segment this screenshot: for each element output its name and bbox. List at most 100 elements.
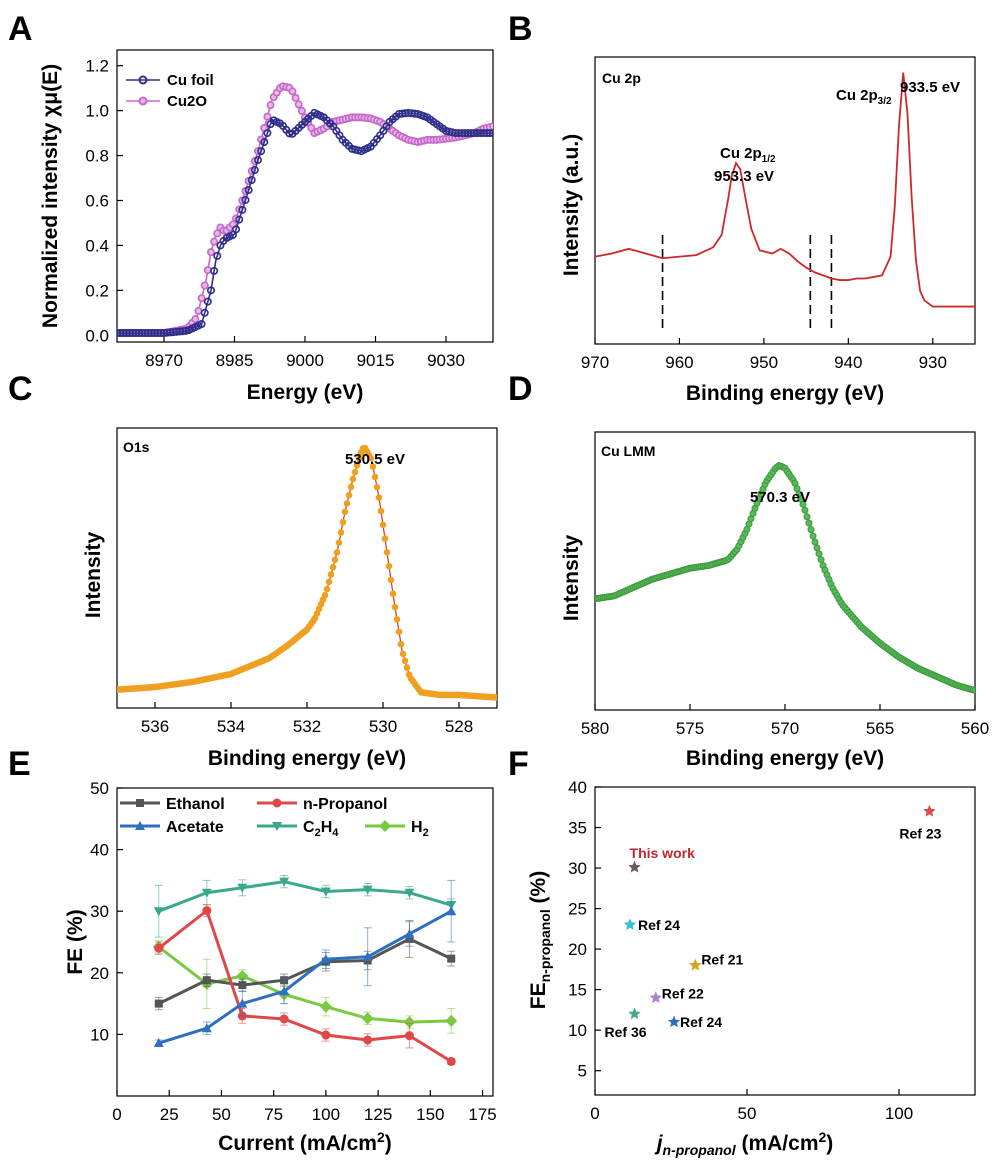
panel-e-point-acetate — [362, 951, 373, 961]
panel-a-data-point — [291, 93, 300, 102]
panel-a-data-point — [294, 100, 303, 109]
panel-a-data-point — [213, 251, 222, 260]
panel-a-xtick-label: 9030 — [427, 351, 465, 370]
panel-d-xtick-label: 560 — [961, 719, 989, 738]
panel-a-data-point — [207, 286, 216, 295]
panel-f-xtick-label: 0 — [590, 1104, 599, 1123]
panel-c-data-point — [377, 507, 385, 515]
panel-b-inset-label: Cu 2p — [602, 70, 641, 86]
panel-c-inset-label: O1s — [123, 439, 150, 455]
panel-f-point-label-ref-36: Ref 36 — [605, 1024, 647, 1040]
panel-c-frame — [116, 427, 498, 709]
panel-a-ytick-label: 0.8 — [85, 147, 109, 166]
panel-f-ytick-label: 5 — [578, 1062, 587, 1081]
panel-a-data-point — [297, 106, 306, 115]
panel-f-point-ref-22 — [649, 991, 662, 1003]
panel-a-data-point — [232, 225, 241, 234]
legend-ethanol-label: Ethanol — [166, 796, 225, 813]
panel-c-xtick-label: 536 — [141, 717, 169, 736]
legend-cu-foil-label: Cu foil — [167, 72, 214, 89]
panel-b-annotation-2p12-label: Cu 2p1/2 — [720, 145, 776, 165]
panel-e-ytick-label: 40 — [90, 841, 109, 860]
panel-e-point-c2h4 — [237, 883, 248, 893]
panel-e-series-h2-line — [157, 945, 452, 1024]
panel-a-data-point — [197, 294, 206, 303]
legend-npropanol-marker — [272, 798, 282, 808]
panel-e-point-h2 — [361, 1012, 374, 1025]
panel-e-point-n-propanol — [404, 1031, 414, 1041]
legend-cu2o-marker — [138, 96, 148, 106]
panel-e-frame — [116, 787, 494, 1097]
panel-e-xtick-label: 25 — [160, 1105, 179, 1124]
panel-a-xtick-label: 9015 — [357, 351, 395, 370]
panel-e-xtick-label: 175 — [468, 1105, 496, 1124]
panel-e-xlabel: Current (mA/cm2) — [218, 1129, 392, 1155]
panel-e-point-acetate — [201, 1023, 212, 1033]
panel-a-data-point — [254, 156, 263, 165]
panel-a-ytick-label: 1.2 — [85, 57, 109, 76]
panel-e-point-c2h4 — [153, 907, 164, 917]
panel-c-data-point — [325, 578, 333, 586]
panel-e-point-n-propanol — [154, 943, 164, 953]
panel-a-data-point — [250, 166, 259, 175]
panel-a-ytick-label: 0.2 — [85, 281, 109, 300]
panel-f-point-label-this-work: This work — [630, 845, 696, 861]
panel-c-data-point — [367, 455, 375, 462]
panel-letter-b: B — [508, 10, 533, 48]
panel-d-ylabel: Intensity — [560, 535, 583, 622]
panel-c-data-point — [391, 603, 399, 611]
panel-d-data-point — [809, 532, 817, 540]
panel-b-ylabel: Intensity (a.u.) — [560, 134, 583, 276]
panel-c-data-point — [493, 694, 497, 701]
panel-c-ylabel: Intensity — [82, 532, 105, 619]
panel-c-data-point — [351, 468, 359, 476]
panel-f-xtick-label: 100 — [885, 1104, 913, 1123]
panel-e-series-c2h4-line — [158, 880, 452, 913]
panel-a-data-point — [213, 229, 222, 238]
panel-e-point-ethanol — [202, 976, 211, 985]
panel-e-chart: 0 25 50 75 100 125 150 175 10 20 30 40 50 Ethanol n-… — [64, 779, 497, 1155]
panel-a-ytick-label: 0.6 — [85, 191, 109, 210]
panel-e-point-acetate — [446, 906, 457, 916]
panel-e-point-n-propanol — [202, 906, 212, 916]
panel-c-data-point — [323, 585, 331, 593]
legend-ethanol-marker — [136, 799, 144, 807]
panel-b-xtick-label: 930 — [919, 353, 947, 372]
panel-e-xtick-label: 50 — [212, 1105, 231, 1124]
panel-f-chart: 0 50 100 5 10 15 20 25 30 35 40 Ref 23 This work Ref… — [527, 778, 976, 1158]
panel-e-point-h2 — [445, 1014, 458, 1027]
legend-cu2o-label: Cu2O — [167, 93, 207, 110]
panel-c-chart: 536 534 532 530 528 O1s 530.5 eV Binding ene… — [82, 427, 498, 770]
panel-e-point-c2h4 — [279, 877, 290, 887]
panel-c-data-point — [327, 571, 335, 578]
panel-e-point-ethanol — [447, 954, 456, 963]
panel-c-data-point — [343, 500, 351, 507]
panel-c-peak-label: 530.5 eV — [345, 451, 405, 468]
panel-f-ytick-label: 15 — [568, 981, 587, 1000]
panel-c-data-point — [387, 576, 395, 584]
panel-e-xtick-label: 100 — [312, 1105, 340, 1124]
panel-f-point-label-ref-23: Ref 23 — [899, 825, 941, 841]
panel-c-data-point — [403, 664, 411, 671]
panel-e-point-n-propanol — [279, 1014, 289, 1024]
panel-f-point-ref-24 — [623, 918, 637, 930]
panel-b-frame — [594, 56, 976, 345]
panel-e-point-acetate — [404, 928, 415, 938]
panel-f-point-label-ref-22: Ref 22 — [662, 986, 704, 1002]
panel-c-data-point — [369, 463, 377, 470]
panel-c-data-point — [381, 535, 389, 542]
panel-d-chart: 580 575 570 565 560 Cu LMM 570.3 eV Binding … — [560, 431, 989, 770]
panel-c-data-point — [399, 650, 407, 658]
legend-acetate-marker — [135, 821, 145, 830]
panel-f-xtick-label: 50 — [738, 1104, 757, 1123]
panel-a-data-point — [203, 266, 212, 275]
panel-letter-a: A — [8, 10, 33, 48]
panel-e-ytick-label: 30 — [90, 902, 109, 921]
panel-d-data-point — [803, 513, 811, 521]
panel-letter-e: E — [8, 745, 31, 783]
panel-f-point-ref-24 — [667, 1015, 681, 1028]
panel-f-ylabel: FEn-propanol (%) — [527, 871, 553, 1009]
panel-e-xtick-label: 125 — [364, 1105, 392, 1124]
panel-e-xtick-label: 150 — [416, 1105, 444, 1124]
